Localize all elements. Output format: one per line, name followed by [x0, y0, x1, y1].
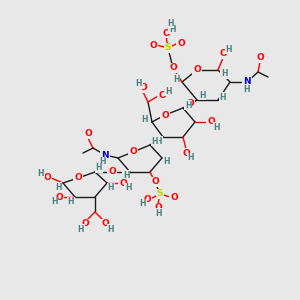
Text: O: O [55, 193, 63, 202]
Text: O: O [119, 178, 127, 188]
Text: H: H [108, 184, 114, 193]
Text: H: H [156, 136, 162, 146]
Text: O: O [129, 148, 137, 157]
Text: H: H [199, 91, 205, 100]
Text: O: O [81, 220, 89, 229]
Text: O: O [207, 118, 215, 127]
Text: O: O [219, 50, 227, 58]
Text: H: H [188, 154, 194, 163]
Text: O: O [84, 130, 92, 139]
Text: H: H [51, 197, 57, 206]
Text: O: O [256, 53, 264, 62]
Text: H: H [185, 100, 191, 109]
Text: O: O [182, 148, 190, 158]
Text: N: N [243, 77, 251, 86]
Text: O: O [143, 194, 151, 203]
Text: H: H [173, 74, 179, 83]
Text: H: H [169, 25, 175, 34]
Text: H: H [226, 44, 232, 53]
Text: H: H [141, 115, 147, 124]
Text: H: H [136, 80, 142, 88]
Text: O: O [162, 28, 170, 38]
Text: H: H [155, 208, 161, 217]
Text: O: O [101, 220, 109, 229]
Text: H: H [100, 158, 106, 166]
Text: H: H [108, 224, 114, 233]
Text: H: H [214, 122, 220, 131]
Text: O: O [149, 40, 157, 50]
Text: O: O [139, 83, 147, 92]
Text: H: H [244, 85, 250, 94]
Text: H: H [78, 224, 84, 233]
Text: H: H [152, 136, 158, 146]
Text: N: N [101, 151, 109, 160]
Text: H: H [140, 200, 146, 208]
Text: H: H [68, 197, 74, 206]
Text: O: O [170, 193, 178, 202]
Text: O: O [74, 173, 82, 182]
Text: H: H [96, 164, 102, 172]
Text: O: O [152, 136, 160, 146]
Text: H: H [123, 170, 129, 179]
Text: H: H [167, 19, 173, 28]
Text: H: H [125, 184, 131, 193]
Text: H: H [55, 182, 61, 191]
Text: O: O [193, 65, 201, 74]
Text: H: H [164, 157, 170, 166]
Text: O: O [177, 38, 185, 47]
Text: O: O [158, 91, 166, 100]
Text: O: O [151, 178, 159, 187]
Text: H: H [165, 86, 171, 95]
Text: O: O [169, 64, 177, 73]
Text: S: S [157, 190, 163, 199]
Text: H: H [220, 92, 226, 101]
Text: S: S [165, 44, 171, 52]
Text: H: H [38, 169, 44, 178]
Text: H: H [221, 70, 227, 79]
Text: O: O [154, 203, 162, 212]
Text: O: O [186, 100, 194, 109]
Text: O: O [108, 167, 116, 176]
Text: O: O [161, 110, 169, 119]
Text: O: O [43, 173, 51, 182]
